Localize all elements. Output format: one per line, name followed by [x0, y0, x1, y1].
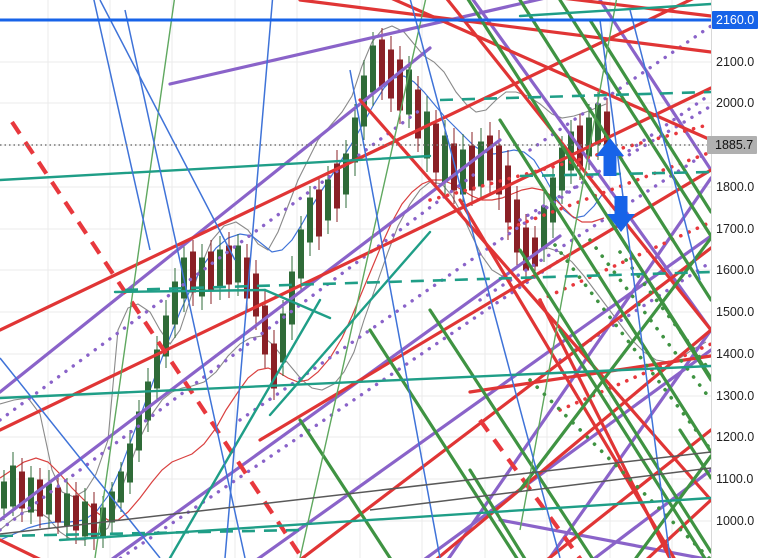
- resistance-level-badge[interactable]: 2160.0: [712, 11, 759, 29]
- y-tick-1100: 1100.0: [716, 472, 754, 486]
- y-tick-1200: 1200.0: [716, 430, 755, 444]
- y-tick-1400: 1400.0: [716, 347, 755, 361]
- y-tick-1800: 1800.0: [716, 180, 755, 194]
- price-candlesticks: [1, 28, 610, 550]
- trendlines-gray: [0, 451, 711, 535]
- plot-area[interactable]: [0, 0, 711, 558]
- trendlines-red-dotted: [428, 122, 711, 412]
- last-price-badge[interactable]: 1885.7: [707, 136, 758, 154]
- up-arrow-icon: [596, 138, 624, 176]
- price-axis[interactable]: 2200.0 2100.0 2000.0 1900.0 1800.0 1700.…: [707, 0, 768, 558]
- y-tick-1300: 1300.0: [716, 389, 755, 403]
- y-tick-1700: 1700.0: [716, 222, 755, 236]
- chart-canvas: [0, 0, 711, 558]
- y-tick-1600: 1600.0: [716, 263, 755, 277]
- y-tick-1000: 1000.0: [716, 514, 755, 528]
- y-tick-2000: 2000.0: [716, 96, 755, 110]
- axis-separator: [711, 0, 712, 558]
- trendlines-green: [298, 0, 711, 558]
- trendlines-teal: [0, 2, 711, 558]
- trendlines-green-dotted: [528, 238, 711, 558]
- y-tick-2100: 2100.0: [716, 55, 755, 69]
- y-tick-1500: 1500.0: [716, 305, 755, 319]
- trendlines-green-thin: [94, 0, 618, 558]
- down-arrow-icon: [607, 196, 635, 232]
- trendlines-blue: [0, 0, 701, 558]
